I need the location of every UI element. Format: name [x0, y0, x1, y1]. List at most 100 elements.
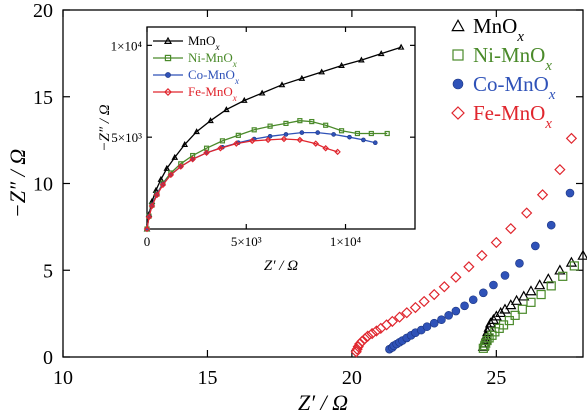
main-series-3-point-22 [505, 222, 517, 235]
main-series-3-point-15 [418, 295, 430, 308]
main-series-0-point-9 [495, 306, 507, 318]
main-series-2-point-17 [479, 288, 488, 298]
inset-y-tick-label-1: 1×10⁴ [111, 38, 143, 53]
inset-series-3-point-7 [189, 155, 196, 163]
main-series-2-point-20 [515, 259, 524, 268]
main-series-3-point-11 [386, 315, 398, 328]
inset-series-0-point-19 [397, 43, 405, 50]
inset-series-2-point-18 [361, 137, 366, 143]
inset-series-0-point-7 [181, 140, 189, 147]
main-y-axis-title: −Z″ / Ω [5, 149, 30, 218]
main-legend-label-1: Ni-MnOx [473, 43, 552, 74]
inset-series-2-point-12 [267, 133, 273, 139]
inset-series-1-point-12 [267, 123, 273, 129]
inset-series-1-point-10 [235, 132, 241, 138]
inset-legend-marker-1-point-0 [164, 54, 172, 62]
inset-x-tick-label-2: 1×10⁴ [330, 234, 362, 249]
main-series-0-point-7 [487, 313, 500, 324]
main-series-3-point-6 [362, 330, 374, 342]
main-x-tick-label-2: 20 [342, 367, 362, 389]
inset-series-1-point-14 [297, 118, 303, 124]
main-series-1-point-15 [558, 271, 568, 281]
main-y-tick-label-0: 0 [43, 347, 53, 369]
inset-series-3 [143, 135, 341, 233]
main-legend-label-3: Fe-MnOx [473, 101, 552, 132]
main-series-2-point-11 [429, 318, 439, 328]
main-series-3-point-18 [450, 271, 462, 283]
inset-series-0-point-9 [207, 117, 214, 124]
main-series-1-point-4 [484, 333, 494, 343]
inset-series-3-point-11 [248, 137, 256, 145]
inset-series-0-point-10 [223, 106, 230, 113]
main-series-0-point-19 [577, 249, 587, 260]
inset-series-0-point-17 [358, 56, 365, 63]
main-series-1-point-16 [569, 261, 579, 271]
main-series-3-point-7 [366, 327, 378, 340]
inset-legend-marker-0-point-0 [163, 36, 173, 44]
main-series-layer [350, 132, 587, 358]
inset-series-1-point-18 [354, 130, 361, 137]
inset-series-2-point-16 [331, 132, 336, 137]
inset-series-0-point-16 [338, 62, 345, 69]
inset-series-3-point-10 [233, 140, 240, 147]
main-series-1-point-12 [526, 297, 536, 307]
main-x-axis-title: Z′ / Ω [298, 390, 348, 413]
inset-series-0-point-15 [318, 68, 326, 75]
main-legend-label-0: MnOx [473, 14, 524, 45]
inset-series-0-point-11 [240, 96, 248, 103]
main-legend-marker-2-point-0 [452, 78, 464, 90]
inset-x-tick-label-0: 0 [144, 234, 151, 249]
inset-series-3-point-3 [153, 191, 161, 199]
main-series-1-point-13 [536, 289, 546, 300]
inset-series-0-point-8 [193, 128, 200, 135]
inset-series-3-point-15 [312, 140, 319, 147]
inset-series-2-point-19 [372, 140, 378, 145]
main-series-0-point-15 [534, 279, 546, 290]
main-series-0-point-13 [518, 290, 530, 301]
inset-legend-label-1: Ni-MnOx [188, 50, 237, 69]
main-legend-marker-3-point-0 [451, 106, 465, 120]
main-legend-label-2: Co-MnOx [473, 72, 556, 103]
main-series-2 [385, 188, 575, 354]
main-series-2-point-13 [444, 311, 453, 320]
inset-series-1-point-16 [323, 122, 329, 128]
main-series-1-point-11 [517, 304, 527, 314]
inset-series-3-point-4 [159, 181, 167, 189]
inset-series-2-point-13 [283, 132, 289, 137]
inset-series-3-point-16 [322, 144, 329, 152]
main-series-3-point-26 [565, 132, 578, 145]
main-series-3-point-24 [536, 189, 549, 201]
inset-series-3-point-2 [148, 202, 156, 210]
main-series-0-point-14 [525, 285, 537, 296]
main-series-3-point-13 [401, 307, 413, 319]
inset-legend-label-2: Co-MnOx [188, 67, 239, 86]
inset-series-2-point-15 [315, 130, 321, 135]
inset-legend-item-1: Ni-MnOx [153, 50, 237, 69]
main-series-3-point-21 [490, 236, 502, 249]
main-series-3-point-4 [356, 335, 368, 348]
inset-plot-frame [146, 26, 416, 230]
inset-legend-label-3: Fe-MnOx [188, 84, 237, 103]
main-y-tick-label-2: 10 [33, 174, 53, 196]
inset-x-axis-title: Z′ / Ω [264, 258, 298, 274]
inset-series-3-point-1 [145, 213, 153, 221]
main-y-tick-label-3: 15 [33, 87, 53, 109]
main-series-2-point-16 [468, 295, 478, 305]
main-series-2-point-18 [489, 280, 498, 290]
inset-series-3-point-8 [203, 149, 210, 157]
inset-series-3-point-5 [167, 171, 175, 179]
main-series-3-point-10 [380, 319, 393, 331]
main-series-0-point-6 [484, 317, 497, 328]
main-series-0-point-16 [542, 273, 554, 284]
inset-series-0-point-14 [298, 74, 306, 81]
main-series-3-point-14 [409, 301, 422, 314]
main-y-tick-label-1: 5 [43, 260, 53, 282]
main-series-2-point-12 [437, 315, 446, 324]
inset-series-3-point-13 [280, 135, 288, 143]
inset-series-1-point-11 [251, 127, 257, 133]
main-series-2-point-14 [451, 306, 461, 316]
inset-legend-item-3: Fe-MnOx [153, 84, 237, 103]
